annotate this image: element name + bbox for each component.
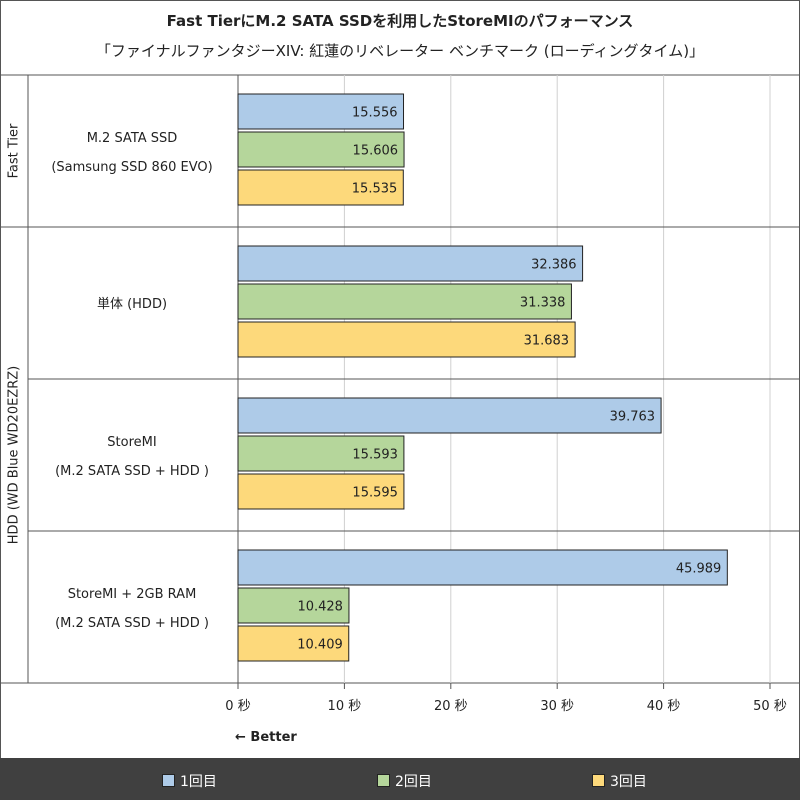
category-label: M.2 SATA SSD [87,131,178,146]
group-label: Fast Tier [7,123,22,178]
chart-subtitle: 「ファイナルファンタジーXIV: 紅蓮のリベレーター ベンチマーク (ローディン… [95,42,705,60]
bar-value-label: 10.409 [297,638,343,653]
bar-value-label: 31.683 [524,334,570,349]
bar-2 [237,435,405,472]
bar-chart: 0 秒 10 秒 20 秒 30 秒 40 秒 50 秒 Fast Tier HDD (WD … [0,0,800,758]
x-tick-label: 30 秒 [540,699,574,714]
bar-1 [237,93,405,130]
bar-3 [237,625,350,662]
category-label: StoreMI + 2GB RAM [68,587,197,602]
legend-item-run2: 2回目 [377,771,432,791]
category-sublabel: (M.2 SATA SSD + HDD ) [55,616,209,631]
bar-value-label: 15.556 [352,106,398,121]
legend-label-run2: 2回目 [395,774,432,790]
legend-label-run3: 3回目 [610,774,647,790]
x-tick-label: 10 秒 [328,699,362,714]
x-tick-label: 20 秒 [434,699,468,714]
legend-swatch-run1 [162,774,175,787]
category-sublabel: (Samsung SSD 860 EVO) [51,160,212,175]
bar-value-label: 39.763 [610,410,656,425]
bar-value-label: 15.595 [352,486,398,501]
bar-value-label: 15.535 [352,182,398,197]
bar-3 [237,473,405,510]
bar-value-label: 31.338 [520,296,566,311]
x-tick-label: 40 秒 [647,699,681,714]
legend-item-run3: 3回目 [592,771,647,791]
legend-label-run1: 1回目 [180,774,217,790]
legend-swatch-run2 [377,774,390,787]
category-label: StoreMI [107,435,156,450]
x-tick-label: 0 秒 [225,699,250,714]
bar-1 [237,549,728,586]
legend-item-run1: 1回目 [162,771,217,791]
bar-3 [237,321,576,358]
bar-2 [237,283,572,320]
bar-2 [237,587,350,624]
legend-swatch-run3 [592,774,605,787]
category-sublabel: (M.2 SATA SSD + HDD ) [55,464,209,479]
bar-1 [237,245,584,282]
category-label: 単体 (HDD) [97,296,167,312]
x-tick-label: 50 秒 [753,699,787,714]
bar-value-label: 10.428 [297,600,343,615]
chart-title: Fast TierにM.2 SATA SSDを利用したStoreMIのパフォーマ… [166,12,634,30]
legend: 1回目 2回目 3回目 [0,758,800,800]
bar-value-label: 15.606 [353,144,399,159]
bar-value-label: 32.386 [531,258,577,273]
bar-1 [237,397,662,434]
group-label: HDD (WD Blue WD20EZRZ) [7,366,22,544]
bar-3 [237,169,404,206]
bar-2 [237,131,405,168]
bar-value-label: 45.989 [676,562,722,577]
better-direction-label: ← Better [235,730,297,745]
bar-value-label: 15.593 [352,448,398,463]
